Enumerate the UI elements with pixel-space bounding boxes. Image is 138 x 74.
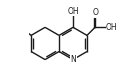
Text: N: N: [70, 55, 76, 64]
Text: O: O: [92, 8, 98, 17]
Text: OH: OH: [106, 23, 118, 32]
Text: OH: OH: [67, 7, 79, 16]
